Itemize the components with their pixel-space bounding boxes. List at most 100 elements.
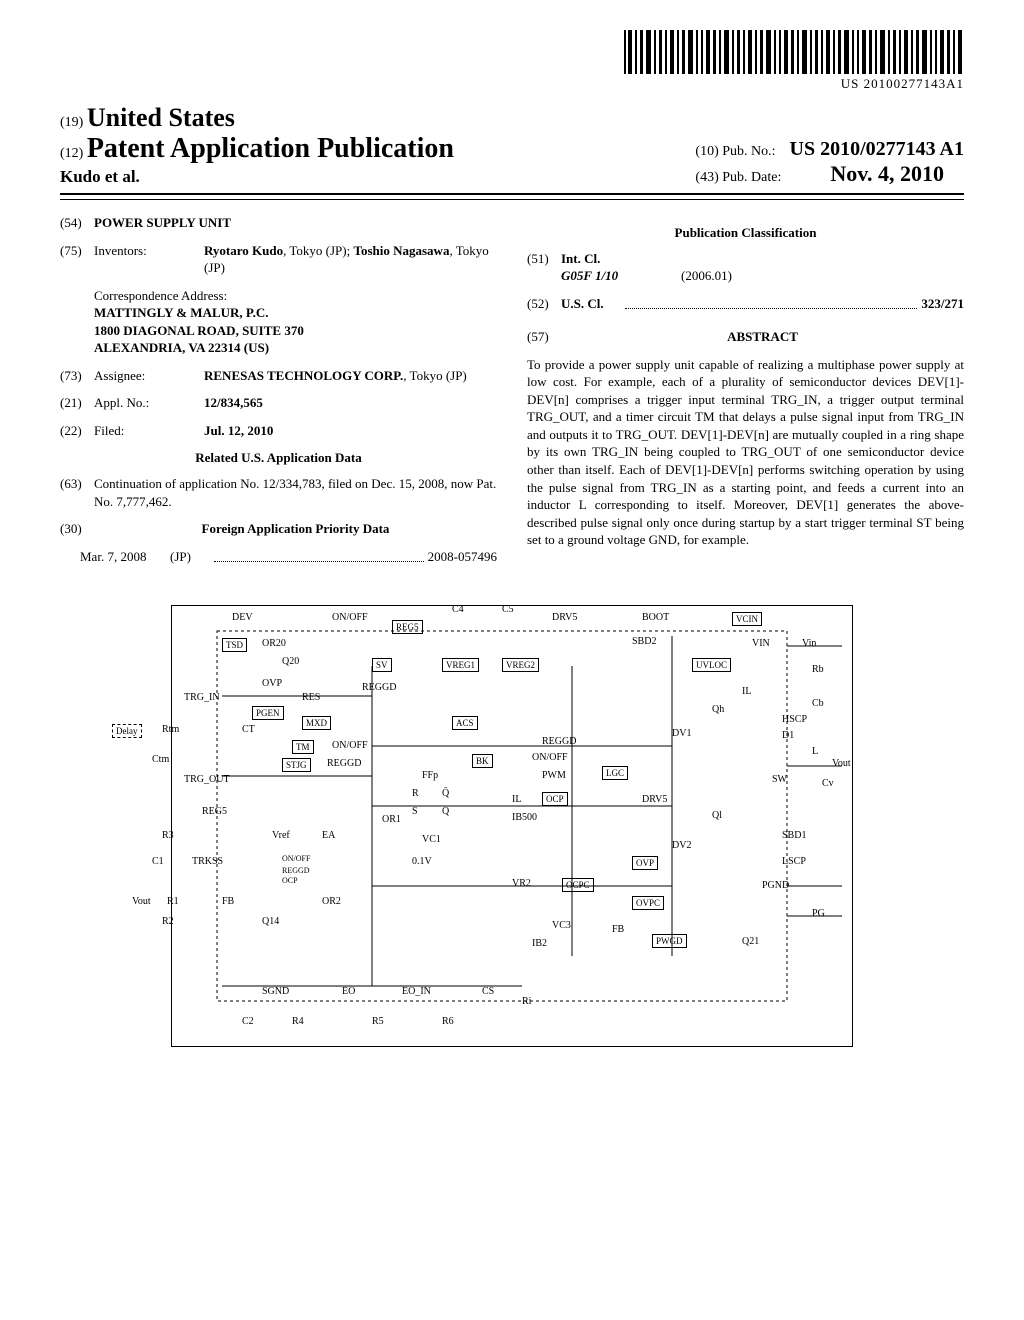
priority-country: (JP) (170, 548, 210, 566)
assignee-rest: , Tokyo (JP) (403, 368, 467, 383)
lbl-trgin: TRG_IN (184, 692, 220, 703)
code-22: (22) (60, 422, 94, 440)
value-21: 12/834,565 (204, 394, 497, 412)
box-stjg: STJG (282, 758, 311, 772)
field-54: (54) POWER SUPPLY UNIT (60, 214, 497, 232)
value-75: Ryotaro Kudo, Tokyo (JP); Toshio Nagasaw… (204, 242, 497, 277)
lbl-r4: R4 (292, 1016, 304, 1027)
lbl-or2: OR2 (322, 896, 341, 907)
right-column: Publication Classification (51) Int. Cl.… (527, 214, 964, 575)
lbl-vout: Vout (832, 758, 851, 769)
lbl-q21: Q21 (742, 936, 759, 947)
code-63: (63) (60, 475, 94, 510)
lbl-reggd2: REGGD (542, 736, 576, 747)
left-column: (54) POWER SUPPLY UNIT (75) Inventors: R… (60, 214, 497, 575)
field-63: (63) Continuation of application No. 12/… (60, 475, 497, 510)
lbl-ocp2: OCP (282, 876, 298, 885)
header-row: (19) United States (12) Patent Applicati… (60, 103, 964, 195)
lbl-l: L (812, 746, 818, 757)
assignee-name: RENESAS TECHNOLOGY CORP. (204, 368, 403, 383)
intcl-edition: (2006.01) (681, 267, 732, 285)
lbl-il: IL (742, 686, 751, 697)
label-22: Filed: (94, 422, 204, 440)
lbl-q20: Q20 (282, 656, 299, 667)
lbl-qh: Qh (712, 704, 724, 715)
lbl-trkss: TRKSS (192, 856, 223, 867)
uscl-label: U.S. Cl. (561, 295, 621, 313)
lbl-sgnd: SGND (262, 986, 289, 997)
box-sv: SV (372, 658, 392, 672)
lbl-vin: VIN (752, 638, 770, 649)
lbl-c5: C5 (502, 604, 514, 615)
intcl-label: Int. Cl. (561, 250, 964, 268)
field-51: (51) Int. Cl. G05F 1/10 (2006.01) (527, 250, 964, 285)
value-63: Continuation of application No. 12/334,7… (94, 475, 497, 510)
box-vcin: VCIN (732, 612, 762, 626)
lbl-onoff3: ON/OFF (282, 854, 310, 863)
lbl-lscp: LSCP (782, 856, 806, 867)
header-right: (10) Pub. No.: US 2010/0277143 A1 (43) P… (695, 138, 964, 187)
lbl-drv5b: DRV5 (642, 794, 667, 805)
body-columns: (54) POWER SUPPLY UNIT (75) Inventors: R… (60, 214, 964, 575)
box-tsd: TSD (222, 638, 247, 652)
box-delay: Delay (112, 724, 142, 738)
circuit-diagram: DEV ON/OFF C4 C5 REG5 DRV5 BOOT VCIN TSD… (60, 605, 964, 1052)
lbl-boot: BOOT (642, 612, 669, 623)
abstract-label: ABSTRACT (561, 328, 964, 346)
lbl-onoff-tm: ON/OFF (332, 740, 368, 751)
correspondence-label: Correspondence Address: (94, 287, 497, 305)
circuit-wires (172, 606, 852, 1046)
box-pgen: PGEN (252, 706, 284, 720)
classification-block: (51) Int. Cl. G05F 1/10 (2006.01) (52) U… (527, 250, 964, 313)
lbl-cb: Cb (812, 698, 824, 709)
publication-type: Patent Application Publication (87, 133, 454, 164)
lbl-fb2: FB (612, 924, 624, 935)
box-acs: ACS (452, 716, 478, 730)
code-54: (54) (60, 214, 94, 232)
inventor-1-name: Ryotaro Kudo (204, 243, 283, 258)
code-52: (52) (527, 295, 561, 313)
lbl-dev: DEV (232, 612, 253, 623)
lbl-ct: CT (242, 724, 255, 735)
lbl-res: RES (302, 692, 320, 703)
correspondence-line2: 1800 DIAGONAL ROAD, SUITE 370 (94, 322, 497, 340)
lbl-cv: Cv (822, 778, 834, 789)
box-ocpc: OCPC (562, 878, 594, 892)
label-75: Inventors: (94, 242, 204, 277)
lbl-rtm: Rtm (162, 724, 179, 735)
lbl-rb: Rb (812, 664, 824, 675)
lbl-dv1: DV1 (672, 728, 691, 739)
field-21: (21) Appl. No.: 12/834,565 (60, 394, 497, 412)
pub-no-label: Pub. No.: (722, 144, 775, 159)
lbl-r1: R1 (167, 896, 179, 907)
lbl-ovp: OVP (262, 678, 282, 689)
field-75: (75) Inventors: Ryotaro Kudo, Tokyo (JP)… (60, 242, 497, 277)
lbl-reggd: REGGD (362, 682, 396, 693)
box-ocp: OCP (542, 792, 568, 806)
priority-number: 2008-057496 (428, 548, 497, 566)
correspondence-line1: MATTINGLY & MALUR, P.C. (94, 304, 497, 322)
lbl-reg5b: REG5 (202, 806, 227, 817)
lbl-ri: Ri (522, 996, 531, 1007)
code-21: (21) (60, 394, 94, 412)
code-73: (73) (60, 367, 94, 385)
authors: Kudo et al. (60, 167, 454, 187)
header-divider (60, 199, 964, 200)
lbl-trgout: TRG_OUT (184, 774, 230, 785)
abstract-text: To provide a power supply unit capable o… (527, 356, 964, 549)
barcode-block: US 20100277143A1 (60, 30, 964, 93)
value-22: Jul. 12, 2010 (204, 422, 497, 440)
pub-date: Nov. 4, 2010 (830, 161, 944, 186)
lbl-r5: R5 (372, 1016, 384, 1027)
lbl-ea: EA (322, 830, 335, 841)
code-12: (12) (60, 146, 83, 161)
lbl-q: Q (442, 806, 449, 817)
lbl-cs: CS (482, 986, 494, 997)
lbl-vc3: VC3 (552, 920, 571, 931)
lbl-pg: PG (812, 908, 825, 919)
lbl-or20: OR20 (262, 638, 286, 649)
lbl-eo: EO (342, 986, 355, 997)
box-ovpc: OVPC (632, 896, 664, 910)
lbl-q14: Q14 (262, 916, 279, 927)
lbl-sw: SW (772, 774, 787, 785)
